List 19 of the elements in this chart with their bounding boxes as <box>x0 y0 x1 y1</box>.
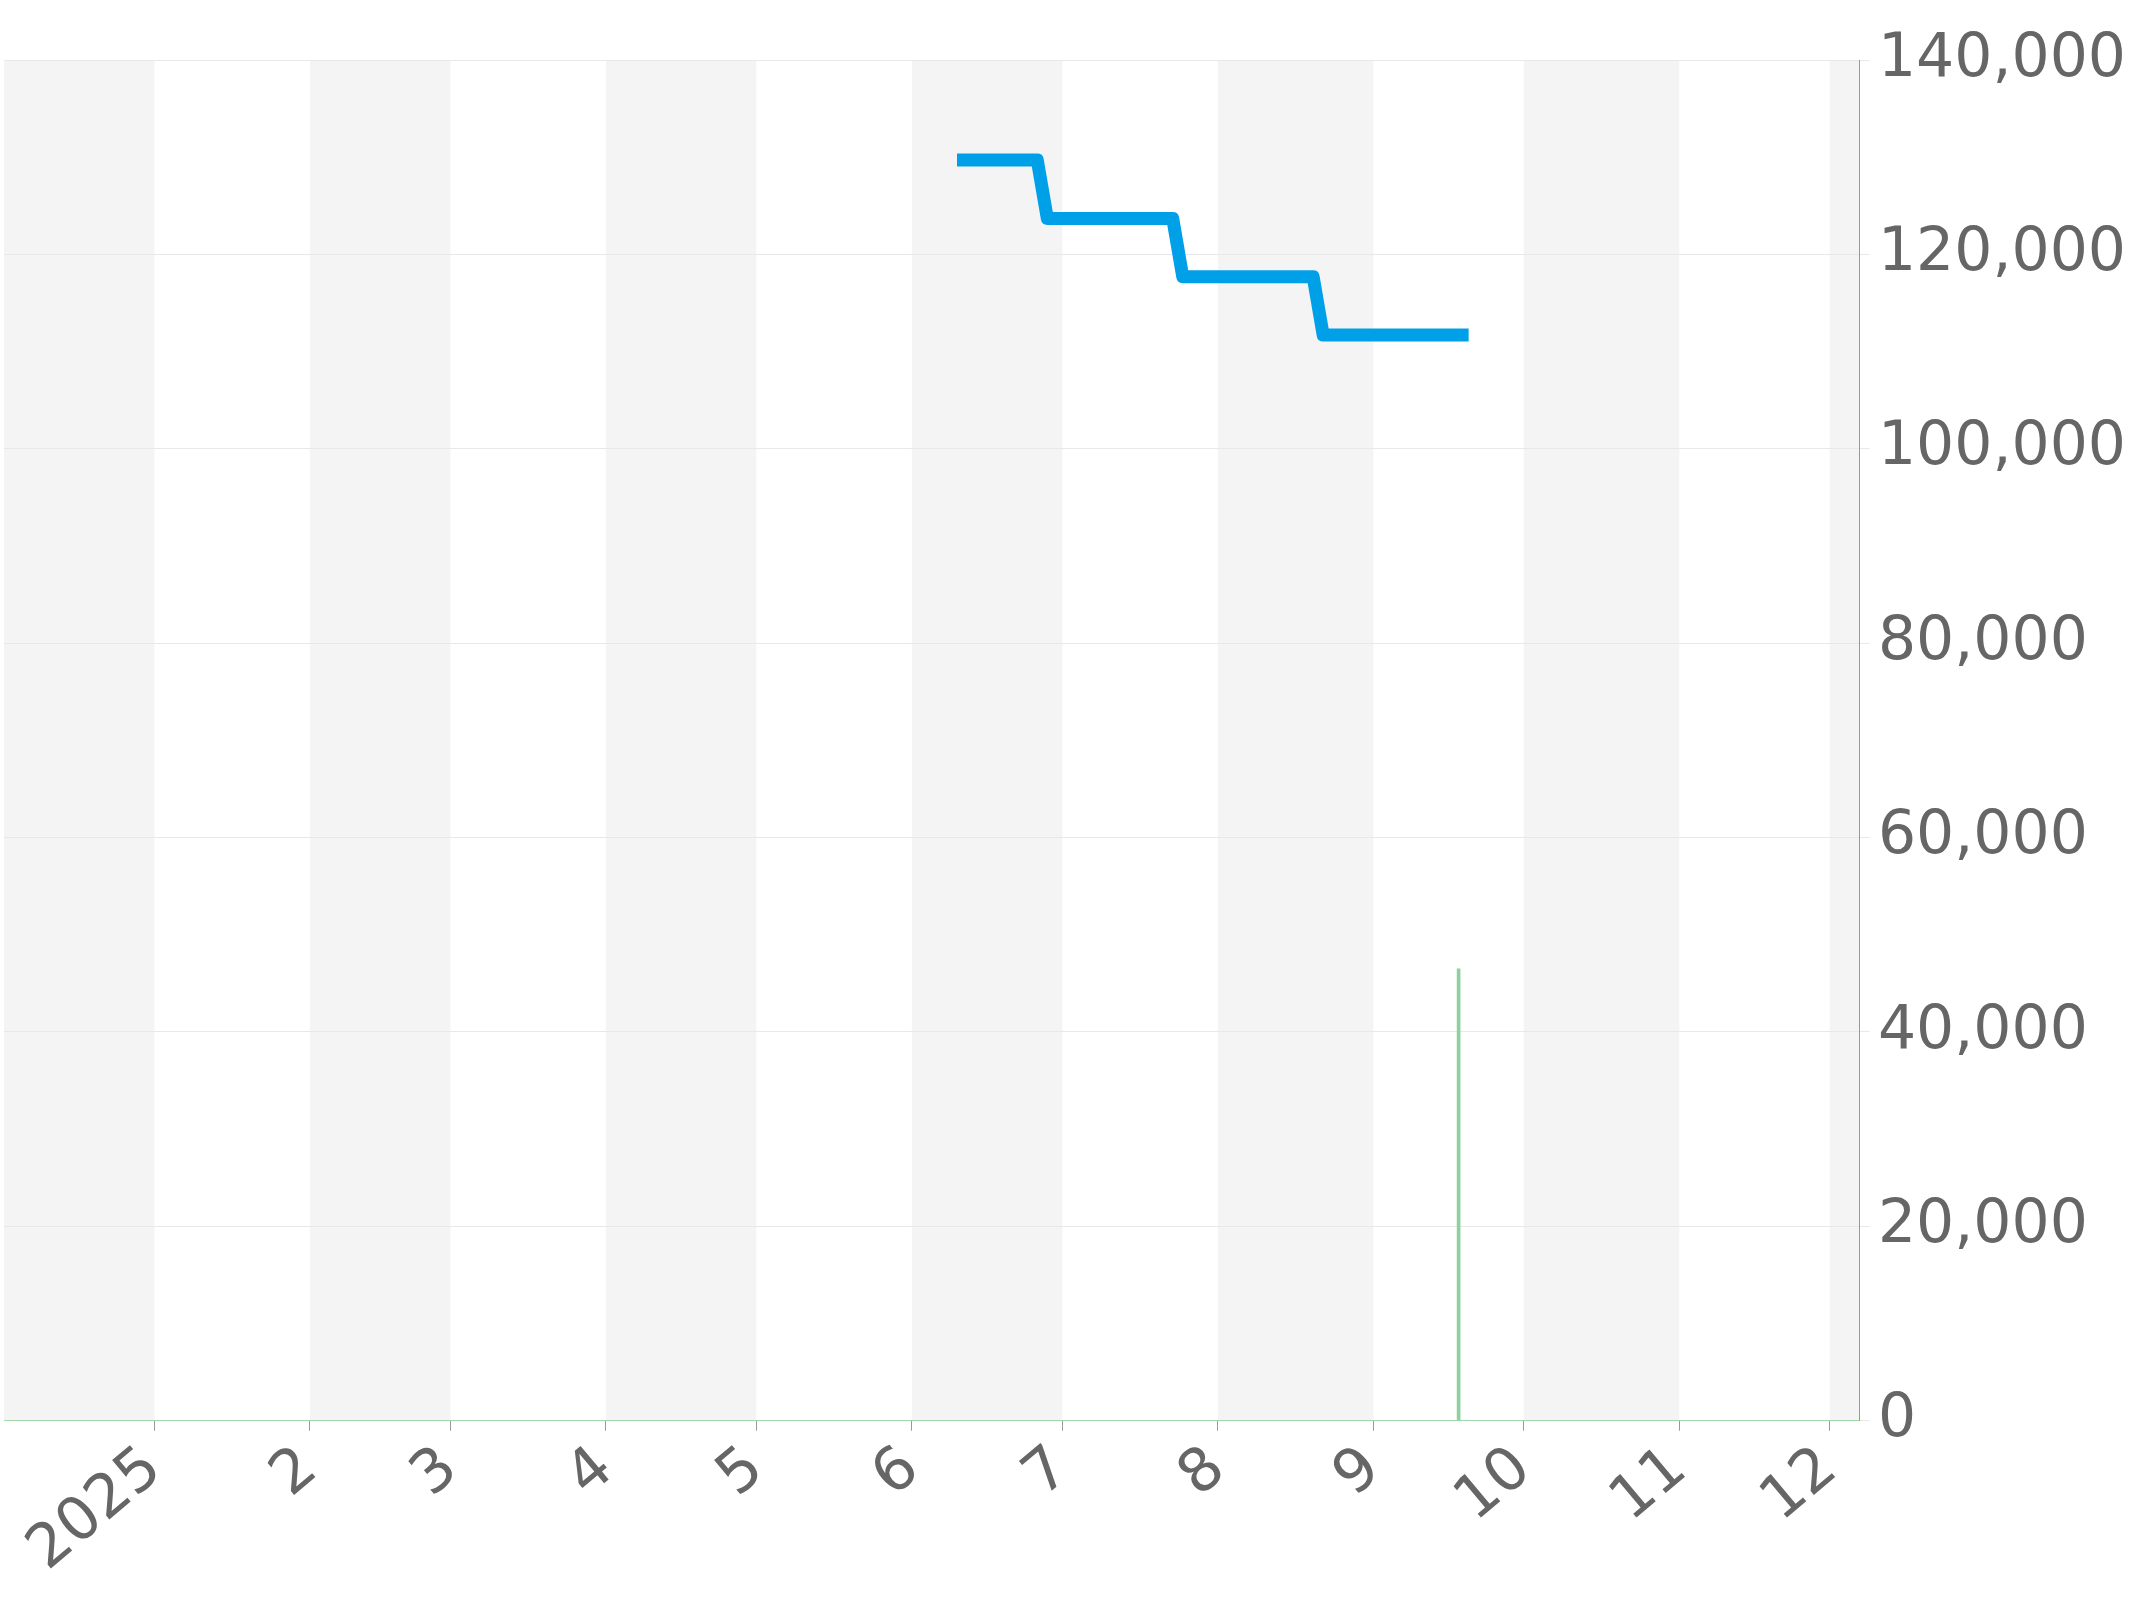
y-tick-label: 0 <box>1877 1380 1917 1451</box>
x-tick-label: 9 <box>1318 1430 1393 1509</box>
y-tick-label: 100,000 <box>1877 408 2127 479</box>
x-tick-label: 10 <box>1439 1430 1543 1533</box>
x-tick-label: 4 <box>550 1430 625 1509</box>
y-tick-label: 80,000 <box>1877 602 2088 673</box>
y-tick-label: 60,000 <box>1877 797 2088 868</box>
x-tick-label: 8 <box>1162 1430 1237 1509</box>
x-tick-label: 11 <box>1594 1430 1699 1533</box>
y-tick-label: 140,000 <box>1877 19 2127 90</box>
y-tick-label: 20,000 <box>1877 1185 2088 1256</box>
x-tick-label: 5 <box>701 1430 776 1509</box>
y-tick-label: 40,000 <box>1877 991 2088 1062</box>
x-tick-label: 12 <box>1745 1430 1849 1533</box>
x-tick-label: 6 <box>856 1430 931 1509</box>
y-tick-label: 120,000 <box>1877 213 2127 284</box>
x-tick-label: 2 <box>254 1430 329 1509</box>
x-tick-label: 3 <box>395 1430 470 1509</box>
x-tick-label: 7 <box>1007 1430 1082 1509</box>
